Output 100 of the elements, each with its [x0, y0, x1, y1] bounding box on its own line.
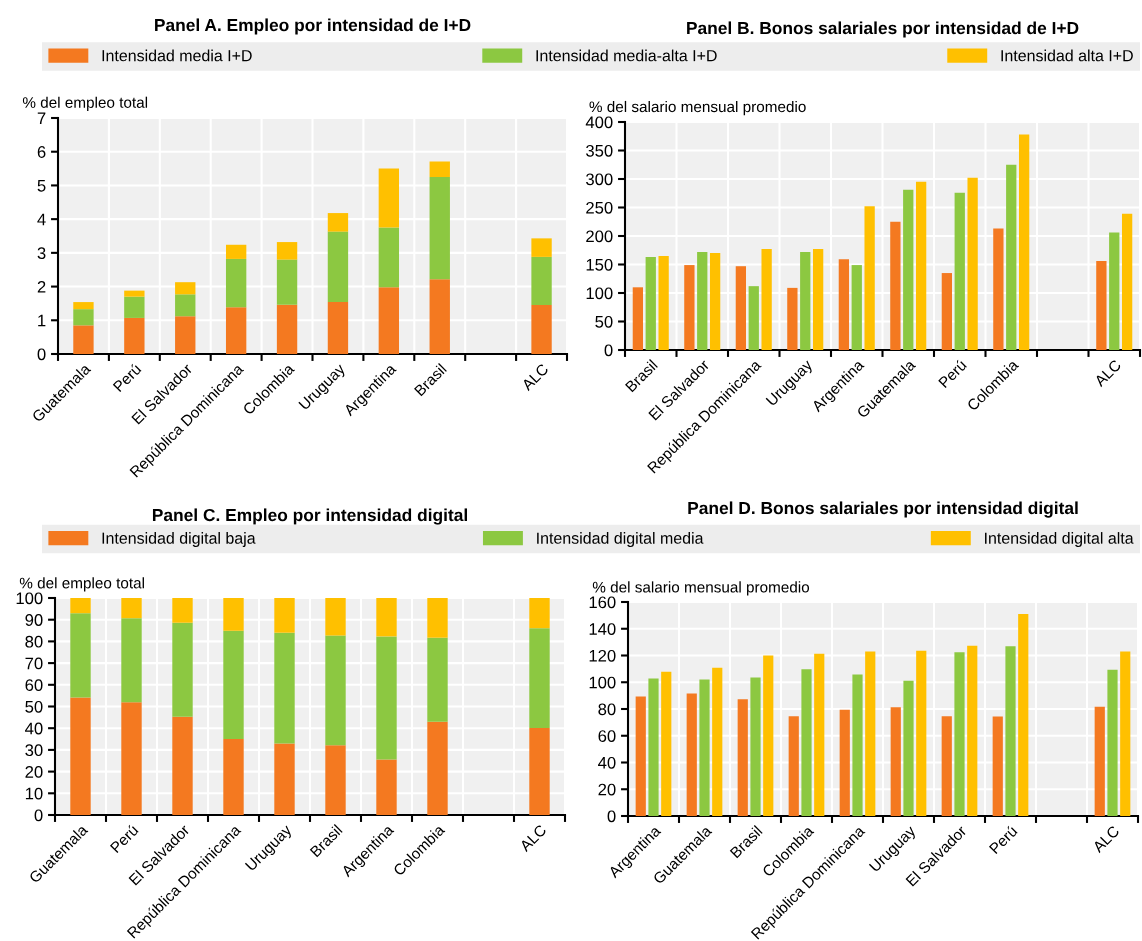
bar: [529, 628, 550, 728]
y-tick-label: 80: [598, 703, 616, 716]
bar: [325, 745, 346, 815]
bar: [1109, 232, 1120, 350]
bar: [686, 693, 697, 816]
bar: [378, 287, 400, 354]
bar: [529, 598, 550, 629]
bar: [941, 716, 952, 816]
bar: [276, 242, 298, 260]
bar: [865, 651, 876, 816]
bar: [737, 699, 748, 816]
bar: [890, 221, 901, 350]
bar: [121, 618, 142, 703]
bar: [750, 677, 761, 816]
bar: [852, 674, 863, 816]
bar: [1006, 164, 1017, 350]
bar: [376, 759, 397, 815]
chart-title: Panel D. Bonos salariales por intensidad digital: [688, 501, 1078, 518]
y-tick-label: 160: [589, 596, 616, 609]
y-tick-label: 70: [25, 657, 43, 670]
y-tick-label: 90: [25, 614, 43, 626]
bar: [73, 309, 94, 326]
y-tick-label: 80: [25, 635, 43, 648]
y-tick-label: 400: [585, 116, 613, 129]
bar: [763, 655, 774, 816]
bar: [376, 598, 397, 637]
bar: [376, 636, 397, 760]
bar: [124, 317, 145, 354]
y-tick-label: 60: [598, 730, 616, 742]
y-tick-label: 200: [586, 230, 613, 243]
bar: [172, 716, 193, 815]
bar: [223, 598, 244, 631]
y-axis-title: % del empleo total: [19, 577, 144, 592]
legend-label: Intensidad media I+D: [102, 49, 252, 62]
bar: [993, 228, 1004, 350]
bar: [274, 632, 295, 744]
bar: [327, 231, 349, 303]
y-tick-label: 150: [586, 258, 613, 271]
y-tick-label: 60: [25, 679, 43, 691]
bar: [70, 598, 91, 614]
bar: [748, 286, 759, 350]
bar: [697, 251, 708, 350]
y-axis-title: % del salario mensual promedio: [592, 581, 810, 596]
bar: [967, 177, 978, 350]
bar: [124, 296, 145, 318]
bar: [916, 650, 927, 816]
bar: [531, 305, 552, 354]
y-tick-label: 100: [586, 287, 613, 300]
bar: [788, 716, 799, 816]
bar: [801, 669, 812, 816]
bar: [378, 168, 400, 228]
bar: [276, 259, 298, 305]
bar: [851, 265, 862, 350]
y-tick-label: 7: [37, 112, 46, 125]
bar: [225, 307, 247, 354]
bar: [325, 635, 346, 746]
bar: [429, 279, 450, 354]
bar: [1094, 706, 1105, 816]
y-axis-title: % del salario mensual promedio: [589, 100, 806, 116]
bar: [658, 255, 669, 350]
y-tick-label: 2: [37, 280, 46, 293]
y-tick-label: 40: [25, 722, 43, 735]
bar: [890, 707, 901, 816]
legend-label: Intensidad media-alta I+D: [536, 49, 717, 62]
chart-title: Panel A. Empleo por intensidad de I+D: [155, 18, 471, 35]
bar: [223, 739, 244, 815]
bar: [223, 630, 244, 740]
legend-label: Intensidad alta I+D: [1001, 49, 1133, 62]
bar: [1121, 213, 1133, 350]
bar: [172, 598, 193, 623]
y-tick-label: 50: [25, 700, 43, 713]
y-tick-label: 3: [37, 247, 46, 260]
bar: [429, 177, 450, 280]
y-tick-label: 30: [25, 744, 43, 757]
y-tick-label: 120: [589, 649, 616, 662]
y-tick-label: 40: [598, 756, 616, 769]
bar: [276, 304, 298, 354]
bar: [648, 678, 659, 816]
bar: [839, 709, 850, 816]
bar: [427, 721, 448, 815]
y-tick-label: 10: [25, 787, 43, 800]
bar: [531, 256, 552, 306]
bar: [1107, 669, 1118, 816]
y-tick-label: 140: [589, 623, 616, 635]
bar: [121, 598, 142, 619]
bar: [378, 227, 400, 288]
chart-title: Panel C. Empleo por intensidad digital: [152, 508, 467, 525]
bar: [645, 257, 656, 350]
bar: [684, 265, 695, 350]
bar: [175, 282, 196, 295]
bar: [661, 671, 672, 816]
bar: [327, 302, 349, 354]
y-tick-label: 100: [589, 676, 616, 689]
bar: [225, 258, 247, 308]
bar: [531, 238, 552, 257]
bar: [954, 192, 965, 350]
y-tick-label: 100: [16, 592, 43, 605]
y-tick-label: 4: [37, 213, 46, 226]
bar: [709, 253, 721, 350]
y-tick-label: 0: [604, 344, 613, 357]
